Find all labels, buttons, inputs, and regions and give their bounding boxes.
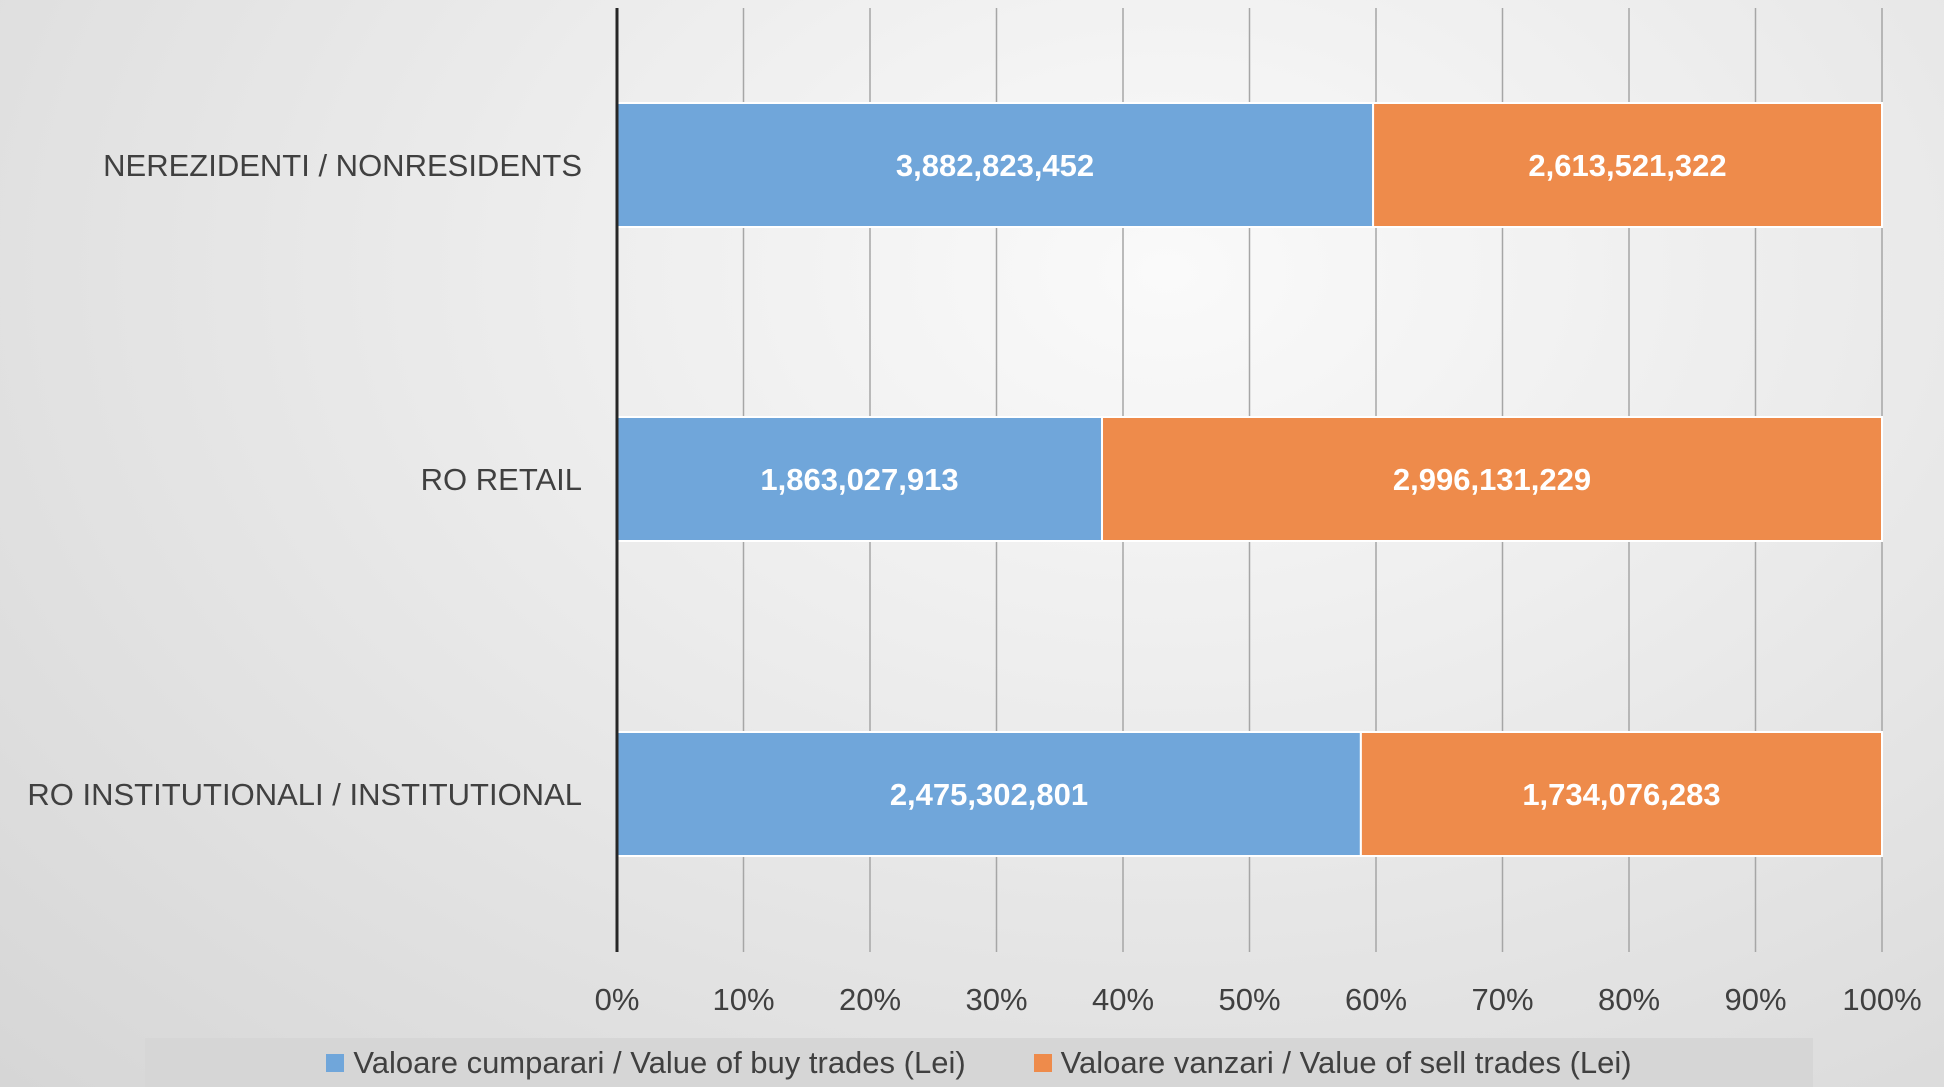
x-tick-label: 80% xyxy=(1598,982,1660,1017)
category-label: RO INSTITUTIONALI / INSTITUTIONAL xyxy=(27,777,582,812)
x-tick-label: 70% xyxy=(1471,982,1533,1017)
category-label: RO RETAIL xyxy=(421,462,582,497)
data-label: 2,475,302,801 xyxy=(890,777,1088,812)
x-tick-label: 30% xyxy=(965,982,1027,1017)
category-label: NEREZIDENTI / NONRESIDENTS xyxy=(103,148,582,183)
x-tick-label: 40% xyxy=(1092,982,1154,1017)
legend-item-sell: Valoare vanzari / Value of sell trades (… xyxy=(1033,1044,1632,1081)
data-label: 1,863,027,913 xyxy=(760,462,958,497)
x-tick-label: 90% xyxy=(1724,982,1786,1017)
bar-segment xyxy=(1359,731,1883,857)
data-label: 2,996,131,229 xyxy=(1393,462,1591,497)
data-label: 3,882,823,452 xyxy=(896,148,1094,183)
legend-swatch-sell xyxy=(1033,1053,1052,1072)
legend-item-buy: Valoare cumparari / Value of buy trades … xyxy=(326,1044,966,1081)
legend-swatch-buy xyxy=(326,1053,345,1072)
x-tick-label: 20% xyxy=(839,982,901,1017)
x-tick-label: 0% xyxy=(595,982,640,1017)
legend-label-buy: Valoare cumparari / Value of buy trades … xyxy=(353,1044,966,1080)
x-tick-label: 10% xyxy=(712,982,774,1017)
data-label: 2,613,521,322 xyxy=(1528,148,1726,183)
x-tick-label: 60% xyxy=(1345,982,1407,1017)
x-tick-label: 100% xyxy=(1842,982,1921,1017)
x-tick-label: 50% xyxy=(1218,982,1280,1017)
bar-segment xyxy=(1372,102,1884,228)
legend: Valoare cumparari / Value of buy trades … xyxy=(145,1038,1813,1087)
data-label: 1,734,076,283 xyxy=(1522,777,1720,812)
legend-label-sell: Valoare vanzari / Value of sell trades (… xyxy=(1060,1044,1632,1080)
bar-segment xyxy=(1101,416,1883,542)
